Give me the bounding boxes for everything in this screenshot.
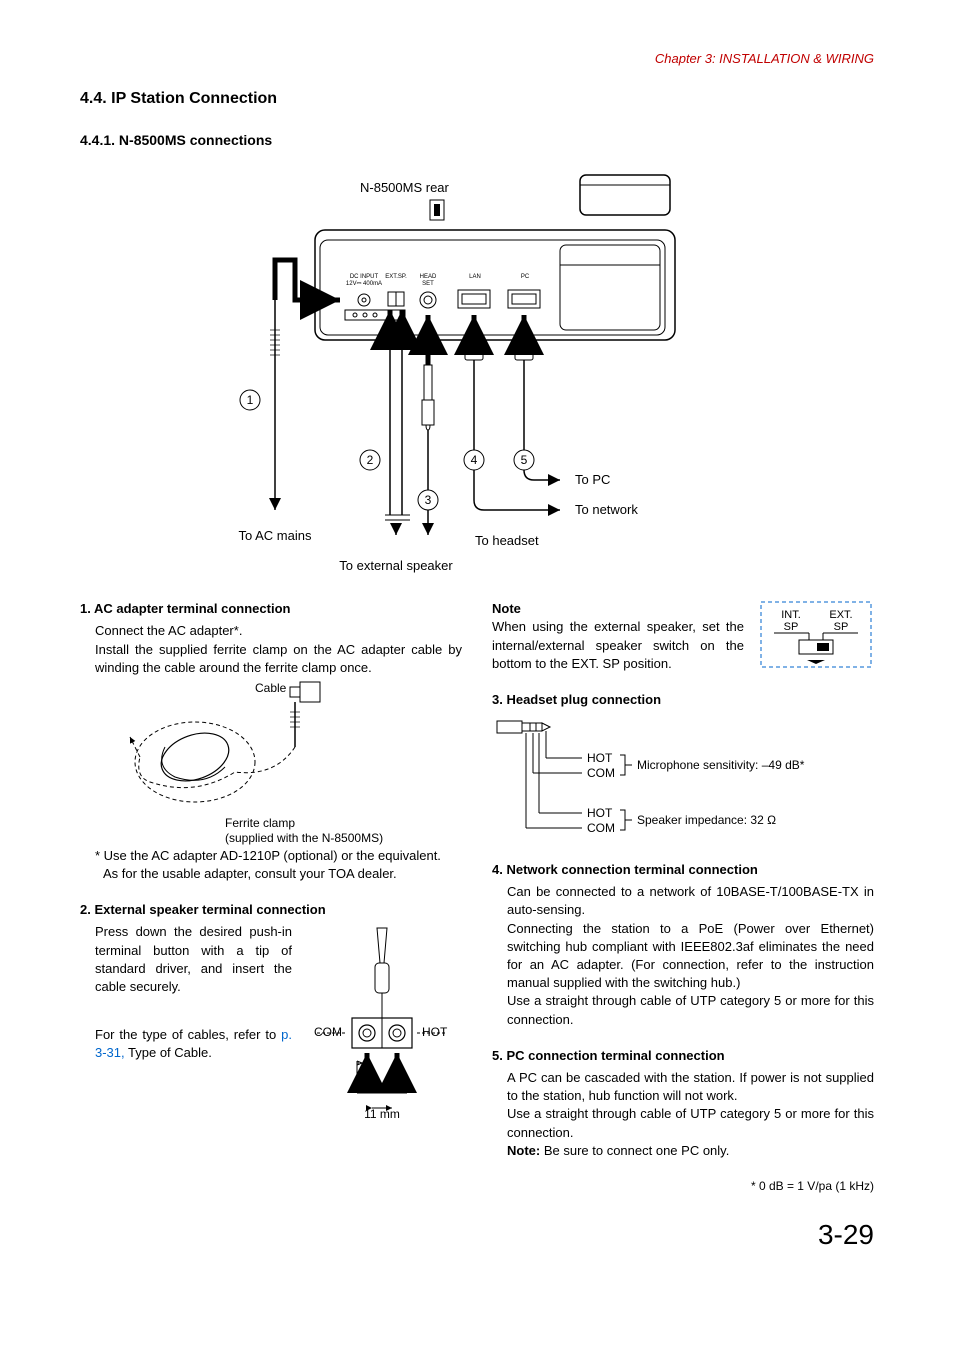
page-number: 3-29 <box>80 1215 874 1254</box>
label-to-headset: To headset <box>475 533 539 548</box>
sec2-ref: For the type of cables, refer to p. 3-31… <box>95 1026 292 1062</box>
sec5-p2: Use a straight through cable of UTP cate… <box>507 1105 874 1141</box>
label-rear: N-8500MS rear <box>360 180 450 195</box>
sec1-footnote2: As for the usable adapter, consult your … <box>95 865 462 883</box>
section-heading-4-4-1: 4.4.1. N-8500MS connections <box>80 131 874 151</box>
svg-text:Microphone sensitivity: –49 dB: Microphone sensitivity: –49 dB* <box>637 758 805 772</box>
label-to-pc: To PC <box>575 472 610 487</box>
headset-plug-diagram: HOT COM Microphone sensitivity: –49 dB* … <box>492 713 872 843</box>
svg-text:COM: COM <box>314 1025 342 1039</box>
terminal-diagram: COM HOT <box>302 923 462 1123</box>
svg-text:HOT: HOT <box>587 751 613 765</box>
sec1-p2: Install the supplied ferrite clamp on th… <box>95 641 462 677</box>
footnote: * 0 dB = 1 V/pa (1 kHz) <box>492 1178 874 1195</box>
svg-text:2: 2 <box>367 453 374 467</box>
svg-text:3: 3 <box>425 493 432 507</box>
section-4: 4. Network connection terminal connectio… <box>492 861 874 1029</box>
main-connection-diagram: N-8500MS rear DC INPUT 12V⎓ 400mA EXT.SP… <box>80 170 874 580</box>
section-2: 2. External speaker terminal connection … <box>80 901 462 1123</box>
sec4-p3: Use a straight through cable of UTP cate… <box>507 992 874 1028</box>
svg-text:HOT: HOT <box>587 806 613 820</box>
svg-text:(supplied with the N-8500MS): (supplied with the N-8500MS) <box>225 831 383 845</box>
section-heading-4-4: 4.4. IP Station Connection <box>80 88 874 110</box>
sec4-title: 4. Network connection terminal connectio… <box>492 861 874 879</box>
ferrite-clamp-diagram: Cable Ferrite c <box>95 677 415 847</box>
label-to-ac: To AC mains <box>239 528 312 543</box>
section-1: 1. AC adapter terminal connection Connec… <box>80 600 462 883</box>
svg-text:PC: PC <box>521 274 530 280</box>
svg-text:Ferrite clamp: Ferrite clamp <box>225 816 295 830</box>
svg-text:SP: SP <box>784 621 799 633</box>
svg-text:COM: COM <box>587 821 615 835</box>
section-3: 3. Headset plug connection <box>492 691 874 843</box>
svg-text:Cable: Cable <box>255 681 287 695</box>
svg-text:4: 4 <box>471 453 478 467</box>
sec2-title: 2. External speaker terminal connection <box>80 901 462 919</box>
svg-text:LAN: LAN <box>469 274 481 280</box>
svg-text:INT.: INT. <box>781 609 801 621</box>
switch-diagram: INT. SP EXT. SP <box>759 600 874 670</box>
svg-text:HEAD: HEAD <box>420 274 437 280</box>
svg-text:12V⎓ 400mA: 12V⎓ 400mA <box>346 281 382 287</box>
sec3-title: 3. Headset plug connection <box>492 691 874 709</box>
svg-text:SP: SP <box>834 621 849 633</box>
svg-text:COM: COM <box>587 766 615 780</box>
note-text: When using the external speaker, set the… <box>492 618 744 673</box>
sec2-p1: Press down the desired push-in terminal … <box>95 923 292 996</box>
label-to-ext-sp: To external speaker <box>339 558 453 573</box>
note-label: Note <box>492 600 744 618</box>
svg-text:EXT.: EXT. <box>829 609 852 621</box>
svg-text:EXT.SP.: EXT.SP. <box>385 274 407 280</box>
sec1-p1: Connect the AC adapter*. <box>95 622 462 640</box>
left-column: 1. AC adapter terminal connection Connec… <box>80 600 462 1195</box>
chapter-header: Chapter 3: INSTALLATION & WIRING <box>80 50 874 68</box>
svg-text:1: 1 <box>247 393 254 407</box>
sec4-p1: Can be connected to a network of 10BASE-… <box>507 883 874 919</box>
sec5-title: 5. PC connection terminal connection <box>492 1047 874 1065</box>
sec5-note: Note: Be sure to connect one PC only. <box>507 1142 874 1160</box>
svg-text:DC INPUT: DC INPUT <box>350 274 379 280</box>
sec1-title: 1. AC adapter terminal connection <box>80 600 462 618</box>
sec5-p1: A PC can be cascaded with the station. I… <box>507 1069 874 1105</box>
svg-text:HOT: HOT <box>422 1025 448 1039</box>
sec4-p2: Connecting the station to a PoE (Power o… <box>507 920 874 993</box>
right-column: Note When using the external speaker, se… <box>492 600 874 1195</box>
section-5: 5. PC connection terminal connection A P… <box>492 1047 874 1160</box>
svg-text:5: 5 <box>521 453 528 467</box>
note-block: Note When using the external speaker, se… <box>492 600 874 673</box>
svg-text:SET: SET <box>422 281 434 287</box>
sec1-footnote1: * Use the AC adapter AD-1210P (optional)… <box>95 847 462 865</box>
svg-text:11 mm: 11 mm <box>364 1107 400 1121</box>
label-to-network: To network <box>575 502 638 517</box>
svg-text:Speaker impedance: 32 Ω: Speaker impedance: 32 Ω <box>637 813 776 827</box>
